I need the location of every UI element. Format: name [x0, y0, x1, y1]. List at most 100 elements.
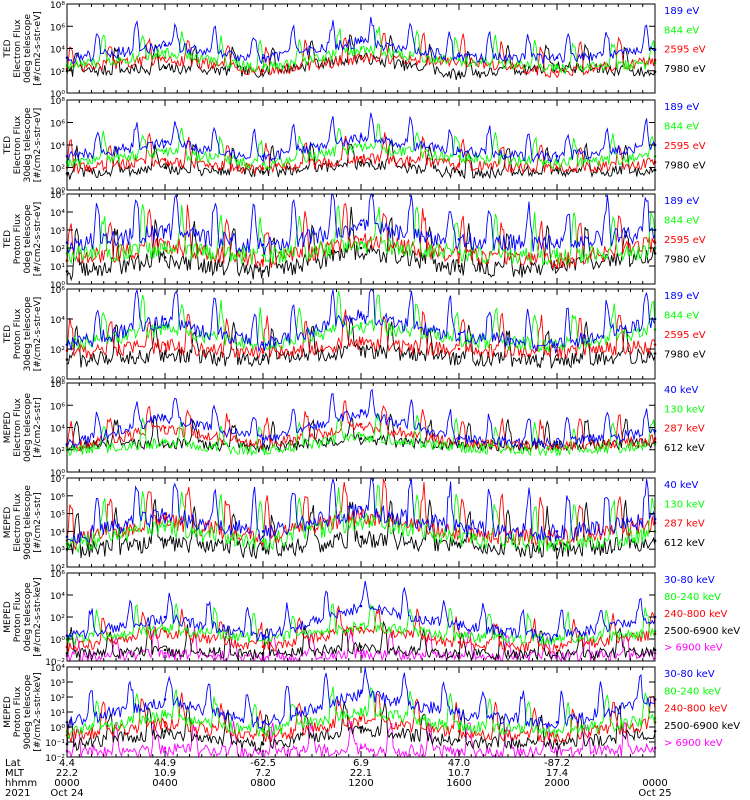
data-point [163, 158, 167, 161]
series-line-4 [66, 478, 656, 544]
data-point [457, 332, 461, 336]
legend-entry: 189 eV [664, 291, 699, 302]
data-point [555, 253, 559, 257]
data-point [555, 155, 559, 158]
data-point [457, 445, 461, 448]
data-point [457, 535, 461, 539]
y-axis-label: TED Proton Flux 0deg telescope [#/cm2-s-str… [3, 202, 43, 277]
y-axis-label: TED Electron Flux 0deg telescope [#/cm2-s-s… [3, 11, 43, 86]
y-axis-label: TED Proton Flux 30deg telescope [#/cm2-s-st… [3, 296, 43, 371]
y-axis-label-line: MEPED [3, 696, 13, 728]
y-tick-label: 10⁵ [50, 511, 65, 521]
panel-1: 10⁸ 10⁶ 10⁴ 10² 10⁰ TED Electron Flux 0deg tele… [3, 1, 706, 100]
footer-lat-value: 47.0 [448, 758, 470, 769]
data-point [359, 241, 363, 244]
legend-entry: 844 eV [664, 216, 699, 227]
data-point [359, 623, 363, 626]
y-axis-label-line: [#/cm2-s-str] [33, 492, 43, 552]
data-point [457, 542, 461, 546]
legend-entry: 287 keV [664, 519, 705, 530]
y-tick-label: 10⁰ [50, 281, 65, 291]
panel-5: 10⁸ 10⁶ 10⁴ 10² 10⁰ MEPED Electron Flux 0deg te… [3, 380, 705, 479]
data-point [359, 47, 363, 50]
footer-row-label: Lat [5, 758, 21, 769]
legend-entry: 189 eV [664, 196, 699, 207]
data-point [457, 652, 461, 655]
footer-date-value: Oct 24 [50, 788, 83, 799]
footer-mlt-value: 7.2 [255, 768, 271, 779]
y-axis-label-line: 0deg telescope [23, 14, 33, 84]
y-axis-label-line: TED [3, 325, 13, 344]
y-tick-label: 10² [50, 447, 65, 457]
legend-entry: 80-240 keV [664, 686, 721, 697]
data-point [457, 149, 461, 153]
data-point [555, 652, 559, 655]
data-point [555, 721, 559, 724]
data-point [555, 443, 559, 446]
data-point [457, 170, 461, 174]
data-point [261, 270, 265, 273]
data-point [163, 140, 167, 143]
legend-entry: 7980 eV [664, 350, 706, 361]
legend-entry: 7980 eV [664, 64, 706, 75]
footer-date-value: Oct 25 [638, 788, 671, 799]
data-point [359, 144, 363, 148]
y-tick-label: 10³ [50, 227, 65, 237]
data-point [359, 434, 363, 437]
y-axis-label-line: Proton Flux [13, 308, 23, 359]
footer-hhmm-value: 0800 [250, 778, 275, 789]
data-point [359, 246, 363, 250]
data-point [555, 749, 559, 753]
panel-4: 10⁶ 10⁴ 10² 10⁰ TED Proton Flux 30deg telescop… [3, 286, 706, 386]
y-tick-label: 10⁰ [50, 376, 65, 386]
y-axis-label-line: MEPED [3, 412, 13, 444]
data-point [261, 259, 265, 262]
legend-entry: > 6900 keV [664, 738, 723, 749]
footer-row-label: MLT [5, 768, 25, 779]
data-point [555, 634, 559, 637]
legend-entry: 30-80 keV [664, 669, 715, 680]
data-point [261, 652, 265, 655]
y-axis-label-line: Proton Flux [13, 213, 23, 264]
data-point [359, 56, 363, 59]
y-axis-label-line: 30deg telescope [23, 107, 33, 182]
y-tick-label: 10⁴ [50, 528, 65, 538]
data-point [555, 547, 559, 551]
data-point [261, 155, 265, 158]
data-point [163, 66, 167, 69]
y-tick-label: 10² [50, 245, 65, 255]
data-point [555, 645, 559, 648]
y-axis-label-line: 90deg telescope [23, 485, 33, 560]
legend-entry: 240-800 keV [664, 609, 728, 620]
data-point [261, 749, 265, 753]
data-point [261, 69, 265, 73]
data-point [163, 524, 167, 528]
series-line-1 [66, 317, 656, 369]
data-point [163, 343, 167, 346]
data-point [163, 415, 167, 418]
legend-entry: 189 eV [664, 102, 699, 113]
y-tick-label: 10⁶ [50, 570, 65, 580]
data-point [163, 317, 167, 321]
series-line-4 [66, 193, 656, 255]
data-point [163, 746, 167, 750]
data-point [261, 448, 265, 452]
data-point [555, 168, 559, 172]
y-tick-label: 10⁶ [50, 493, 65, 503]
data-point [163, 246, 167, 250]
y-axis-label-line: [#/cm2-s-str-eV] [33, 108, 43, 183]
data-point [261, 539, 265, 542]
data-point [261, 243, 265, 247]
y-axis-label: MEPED Electron Flux 90deg telescope [#/cm2-… [3, 485, 43, 560]
data-point [457, 55, 461, 58]
y-tick-label: 10⁻² [45, 658, 65, 668]
legend-entry: 40 keV [664, 385, 698, 396]
y-tick-label: 10¹ [50, 263, 65, 273]
y-tick-label: 10⁴ [50, 316, 65, 326]
data-point [359, 422, 363, 426]
data-point [359, 708, 363, 711]
data-point [555, 742, 559, 746]
data-point [555, 440, 559, 444]
y-axis-label-line: TED [3, 230, 13, 249]
